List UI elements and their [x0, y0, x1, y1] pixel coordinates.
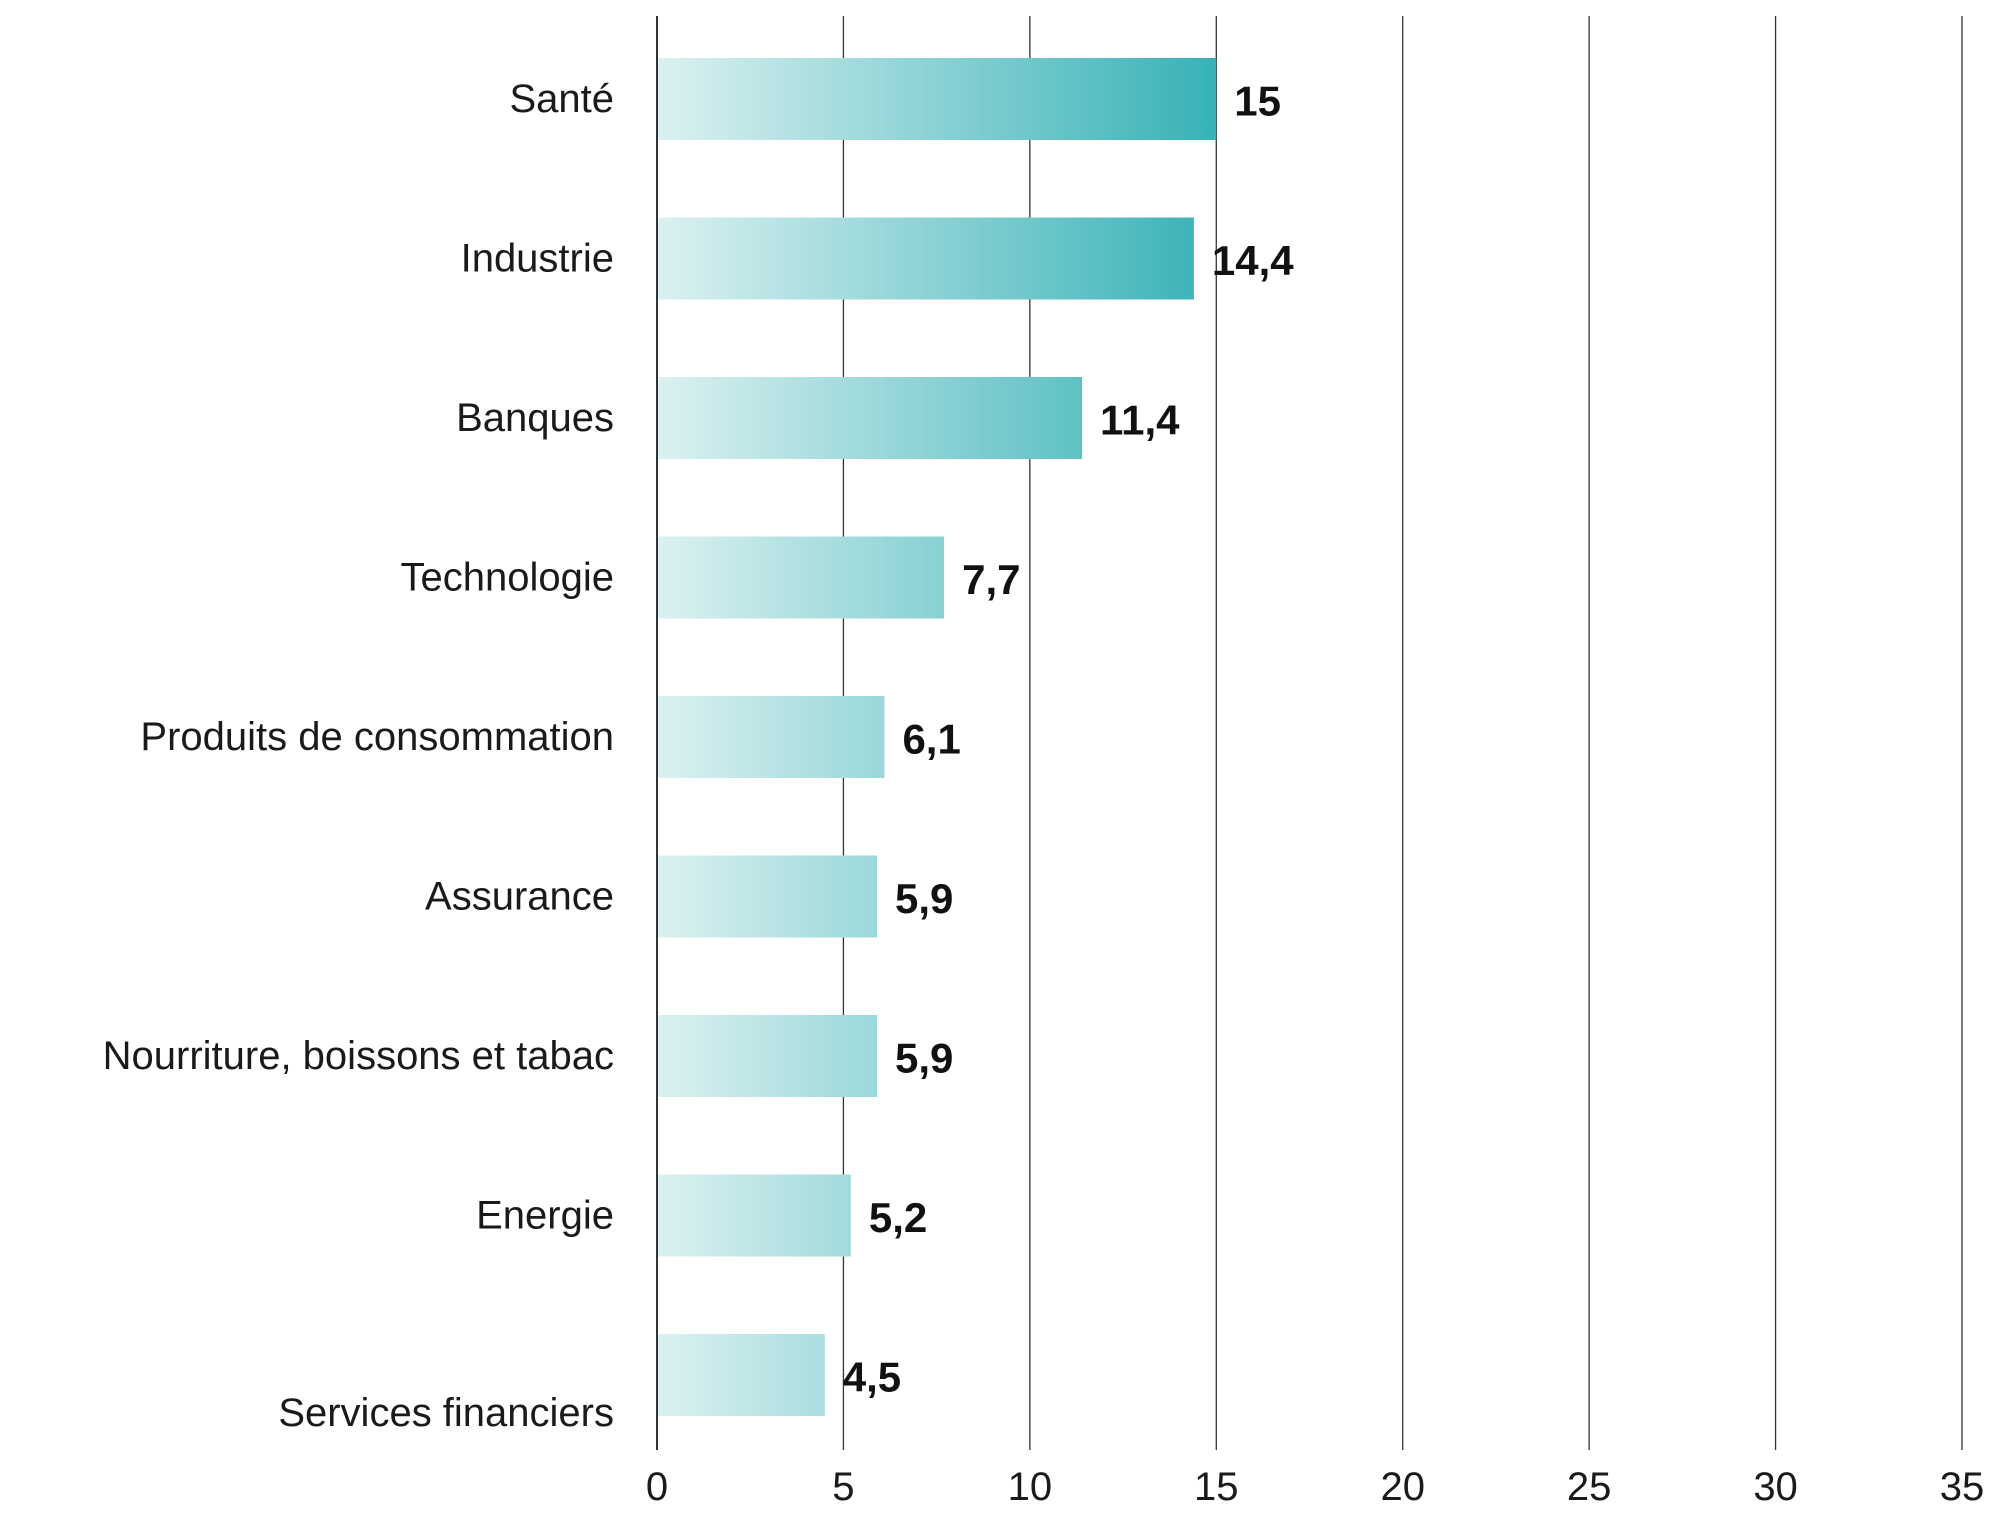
x-axis-ticks: 0 5 10 15 20 25 30 35 [646, 1465, 1984, 1509]
x-tick-label-0: 0 [646, 1465, 668, 1509]
x-tick-label-15: 15 [1194, 1465, 1239, 1509]
bars [658, 58, 1217, 1416]
value-label-technologie: 7,7 [962, 556, 1020, 603]
bar-assurance [658, 855, 877, 938]
bar-banques [658, 377, 1083, 459]
bar-energie [658, 1174, 851, 1257]
category-labels: Santé Industrie Banques Technologie Produits… [103, 77, 614, 1435]
value-label-nourriture-boissons-et-tabac: 5,9 [895, 1035, 953, 1082]
category-label-technologie: Technologie [401, 556, 615, 600]
bar-nourriture-boissons-et-tabac [658, 1015, 877, 1097]
bar-sante [658, 58, 1217, 140]
category-label-industrie: Industrie [461, 237, 614, 281]
x-tick-label-25: 25 [1567, 1465, 1612, 1509]
x-tick-label-35: 35 [1940, 1465, 1985, 1509]
category-label-banques: Banques [456, 396, 614, 440]
value-labels: 15 14,4 11,4 7,7 6,1 5,9 5,9 5,2 4,5 [843, 78, 1295, 1401]
x-tick-label-30: 30 [1753, 1465, 1798, 1509]
bar-technologie [658, 536, 945, 619]
value-label-industrie: 14,4 [1212, 237, 1294, 284]
x-tick-label-5: 5 [832, 1465, 854, 1509]
x-tick-label-20: 20 [1380, 1465, 1425, 1509]
x-tick-label-10: 10 [1008, 1465, 1053, 1509]
category-label-services-financiers: Services financiers [278, 1391, 614, 1435]
value-label-sante: 15 [1234, 78, 1281, 125]
category-label-produits-de-consommation: Produits de consommation [140, 715, 614, 759]
bar-produits-de-consommation [658, 696, 885, 778]
value-label-produits-de-consommation: 6,1 [902, 716, 960, 763]
category-label-assurance: Assurance [425, 875, 614, 919]
value-label-banques: 11,4 [1100, 397, 1180, 444]
value-label-assurance: 5,9 [895, 875, 953, 922]
value-label-services-financiers: 4,5 [843, 1354, 901, 1401]
bar-services-financiers [658, 1334, 825, 1416]
category-label-nourriture-boissons-et-tabac: Nourriture, boissons et tabac [103, 1034, 614, 1078]
value-label-energie: 5,2 [869, 1194, 927, 1241]
category-label-energie: Energie [476, 1194, 614, 1238]
bar-industrie [658, 217, 1194, 300]
category-label-sante: Santé [509, 77, 614, 121]
